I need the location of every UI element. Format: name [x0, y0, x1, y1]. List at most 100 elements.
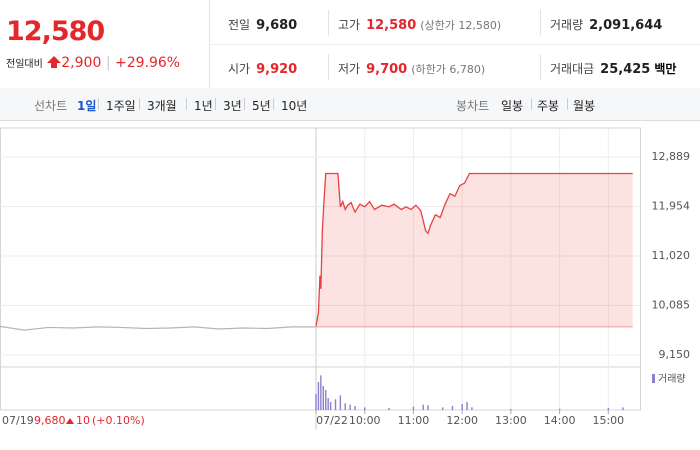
- period-tab[interactable]: 1일: [77, 99, 97, 113]
- x-tick-label: 10:00: [349, 414, 381, 427]
- volume-bar: [339, 395, 342, 410]
- volume-bar: [441, 407, 444, 410]
- stat-value: 12,580: [366, 18, 417, 33]
- volume-bar: [422, 404, 424, 410]
- x-tick-label: 11:00: [398, 414, 430, 427]
- change: 전일대비 2,900 | +29.96%: [6, 55, 181, 71]
- tab-sep: [567, 98, 568, 110]
- tab-label: 봉차트: [456, 99, 490, 113]
- price-line: [315, 172, 633, 326]
- up-triangle: [66, 418, 74, 424]
- y-tick-label: 12,889: [652, 150, 691, 163]
- volume-bar: [427, 405, 429, 410]
- stat-label: 거래대금: [550, 62, 595, 76]
- tab-sep: [215, 98, 216, 110]
- volume-bar: [354, 406, 356, 410]
- tab-sep: [244, 98, 245, 110]
- volume-bar: [510, 408, 512, 410]
- x-tick-label: 15:00: [592, 414, 624, 427]
- stat-value: 2,091,644: [589, 18, 663, 33]
- stat-value: 9,920: [256, 62, 298, 77]
- stat-value: 25,425: [600, 62, 651, 77]
- quote-header: 12,580 전일대비 2,900 | +29.96% 전일 9,680 고가 12,…: [0, 0, 700, 89]
- stat-note: (하한가 6,780): [411, 63, 486, 76]
- stat-label: 고가: [338, 18, 361, 32]
- volume-bar: [364, 407, 366, 410]
- volume-bar: [325, 390, 327, 410]
- prev-rate: (+0.10%): [92, 414, 145, 427]
- stat-label: 저가: [338, 62, 361, 76]
- x-label: 07/19: [2, 414, 34, 427]
- price-line: [0, 325, 316, 331]
- x-tick-label: 12:00: [446, 414, 478, 427]
- volume-bar: [322, 386, 325, 410]
- stat: 거래량 2,091,644: [550, 16, 662, 33]
- stat: 전일 9,680: [228, 16, 297, 33]
- y-tick-label: 10,085: [652, 298, 691, 311]
- change-label: 전일대비: [6, 59, 43, 70]
- volume-bar: [412, 406, 415, 410]
- tab-sep: [531, 98, 532, 110]
- stat: 저가 9,700 (하한가 6,780): [338, 60, 485, 77]
- x-tick-label: 07/22: [316, 414, 348, 427]
- volume-bar: [344, 403, 346, 410]
- x-tick-label: 14:00: [544, 414, 576, 427]
- volume-bar: [349, 404, 351, 410]
- tab-bar: 선차트 1일 1주일 3개월 1년 3년 5년 10년 봉차트 일봉 주봉 월봉: [0, 88, 700, 121]
- prev-change: 10: [76, 414, 90, 427]
- stat: 시가 9,920: [228, 60, 297, 77]
- period-tab[interactable]: 3년: [223, 99, 242, 113]
- volume-bar: [451, 406, 454, 410]
- stat-note: (상한가 12,580): [420, 19, 502, 32]
- period-tab[interactable]: 5년: [252, 99, 271, 113]
- volume-bar: [329, 402, 332, 410]
- period-tab[interactable]: 1주일: [106, 99, 136, 113]
- volume-bar: [320, 375, 322, 410]
- candle-tab[interactable]: 월봉: [573, 99, 596, 113]
- current-price: 12,580: [6, 16, 105, 47]
- volume-bar: [388, 408, 390, 410]
- stat-label: 전일: [228, 18, 251, 32]
- y-tick-label: 11,954: [652, 200, 691, 213]
- volume-bar: [558, 408, 561, 410]
- stat: 고가 12,580 (상한가 12,580): [338, 16, 501, 33]
- tab-sep: [98, 98, 99, 110]
- tab-label: 선차트: [34, 99, 68, 113]
- volume-bar: [607, 408, 610, 410]
- stat-label: 거래량: [550, 18, 584, 32]
- y-tick-label: 9,150: [659, 348, 691, 361]
- stat: 거래대금 25,425 백만: [550, 60, 676, 77]
- stat-unit: 백만: [654, 62, 677, 76]
- tab-sep: [186, 98, 187, 110]
- volume-bar: [315, 394, 317, 410]
- change-value: 2,900: [61, 55, 102, 71]
- period-tab[interactable]: 10년: [281, 99, 308, 113]
- tab-sep: [139, 98, 140, 110]
- stat-value: 9,700: [366, 62, 408, 77]
- legend-swatch: [652, 374, 655, 383]
- stat-value: 9,680: [256, 18, 298, 33]
- candle-tab[interactable]: 일봉: [501, 99, 524, 113]
- candle-tab[interactable]: 주봉: [537, 99, 560, 113]
- volume-bar: [327, 398, 329, 410]
- volume-bar: [471, 407, 473, 410]
- stat-label: 시가: [228, 62, 251, 76]
- price-area: [316, 173, 633, 327]
- x-tick-label: 13:00: [495, 414, 527, 427]
- volume-bar: [461, 404, 463, 410]
- volume-bar: [466, 402, 468, 410]
- volume-bar: [317, 382, 320, 410]
- volume-bar: [622, 407, 624, 410]
- legend-label: 거래량: [658, 373, 686, 385]
- prev-close: 9,680: [34, 414, 66, 427]
- price-box: 12,580 전일대비 2,900 | +29.96%: [0, 0, 210, 88]
- up-icon: [47, 56, 62, 68]
- change-rate: +29.96%: [114, 55, 181, 71]
- volume-bar: [334, 399, 337, 410]
- period-tab[interactable]: 3개월: [147, 99, 177, 113]
- y-tick-label: 11,020: [652, 249, 691, 262]
- tab-sep: [273, 98, 274, 110]
- period-tab[interactable]: 1년: [194, 99, 213, 113]
